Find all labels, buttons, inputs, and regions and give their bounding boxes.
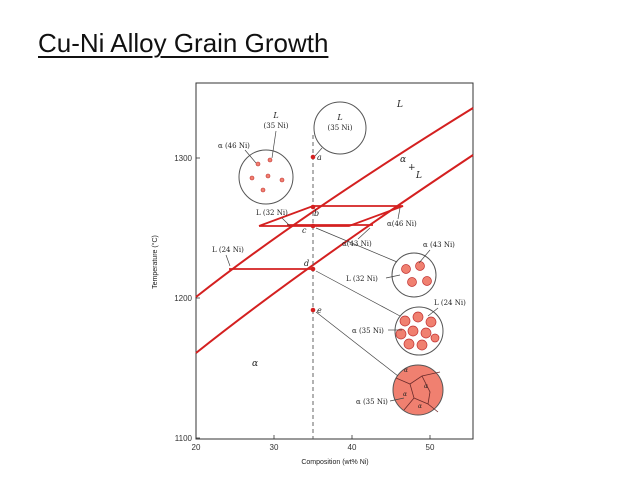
- x-tick-label: 30: [270, 443, 279, 452]
- annot-a46-right: α(46 Ni): [387, 220, 417, 228]
- annot-l35-circle-comp: (35 Ni): [328, 124, 353, 132]
- point-label-c: c: [302, 226, 307, 235]
- leader-a: [314, 147, 323, 157]
- grain-boundaries-e: [395, 371, 441, 413]
- point-e: [310, 307, 316, 313]
- y-tick-label: 1100: [175, 434, 193, 443]
- grain-label-e: α: [403, 391, 407, 398]
- leader-a46-right: [397, 207, 401, 220]
- region-label-alpha: α: [252, 359, 258, 369]
- leader-l35: [271, 130, 277, 159]
- state-points: [310, 154, 316, 313]
- x-tick-label: 40: [348, 443, 357, 452]
- microstructure-c: [391, 252, 437, 298]
- grain-label-e: α: [404, 367, 408, 374]
- leader-c: [315, 227, 398, 263]
- annot-a43-c: α(43 Ni): [342, 240, 372, 248]
- point-label-a: a: [317, 153, 322, 162]
- alpha-grains-d: [395, 311, 440, 351]
- annot-l24-right: L (24 Ni): [434, 299, 466, 307]
- annot-a46-top: α (46 Ni): [218, 142, 250, 150]
- point-b: [310, 204, 316, 210]
- region-label-liquid: L: [396, 100, 403, 110]
- annot-a35-e: α (35 Ni): [356, 398, 388, 406]
- alpha-nuclei-b: [249, 157, 285, 193]
- point-label-b: b: [314, 209, 319, 218]
- y-tick-label: 1200: [174, 294, 192, 303]
- point-d: [310, 266, 316, 272]
- plot-frame: [195, 82, 474, 440]
- annot-l35-l: L: [272, 111, 278, 120]
- grain-label-e: α: [424, 383, 428, 390]
- annot-l35-comp: (35 Ni): [264, 122, 289, 130]
- microstructure-a: [313, 101, 367, 155]
- region-label-two-phase-plus: +: [408, 163, 416, 173]
- region-label-two-phase-liquid: L: [415, 171, 422, 181]
- annot-l32-b: L (32 Ni): [256, 209, 288, 217]
- leader-d: [315, 270, 401, 317]
- grain-label-e: α: [418, 403, 422, 410]
- slide-title: Cu-Ni Alloy Grain Growth: [38, 28, 329, 58]
- solidus-curve: [195, 154, 474, 354]
- y-tick-label: 1300: [174, 154, 192, 163]
- annot-l35-circle-l: L: [336, 113, 342, 122]
- region-label-two-phase-alpha: α: [400, 155, 406, 165]
- liquidus-curve: [195, 107, 474, 298]
- point-c: [310, 223, 316, 229]
- x-tick-label: 50: [426, 443, 435, 452]
- tie-lines: [229, 205, 404, 270]
- leader-l32-b: [281, 217, 291, 227]
- point-label-d: d: [304, 259, 309, 268]
- leader-e: [315, 311, 399, 377]
- leader-a43-c: [357, 227, 371, 240]
- y-axis-label: Temperature (°C): [151, 235, 159, 289]
- x-tick-label: 20: [192, 443, 201, 452]
- tie-line-b: [258, 205, 404, 227]
- leader-a46-top: [244, 149, 257, 164]
- x-axis-label: Composition (wt% Ni): [301, 459, 368, 466]
- annot-l24: L (24 Ni): [212, 246, 244, 254]
- leader-a43-right: [418, 249, 431, 264]
- y-tick-marks: [196, 157, 200, 439]
- leader-a35-e: [389, 397, 405, 402]
- point-a: [310, 154, 316, 160]
- annot-l32-right: L (32 Ni): [346, 275, 378, 283]
- point-label-e: e: [317, 306, 322, 315]
- leader-l24-right: [427, 307, 439, 317]
- microstructure-e: [392, 364, 444, 416]
- leader-l32-right: [385, 274, 401, 279]
- annot-a35-d: α (35 Ni): [352, 327, 384, 335]
- annot-a43-right: α (43 Ni): [423, 241, 455, 249]
- leader-l24: [225, 254, 231, 267]
- alpha-grains-c: [401, 261, 432, 287]
